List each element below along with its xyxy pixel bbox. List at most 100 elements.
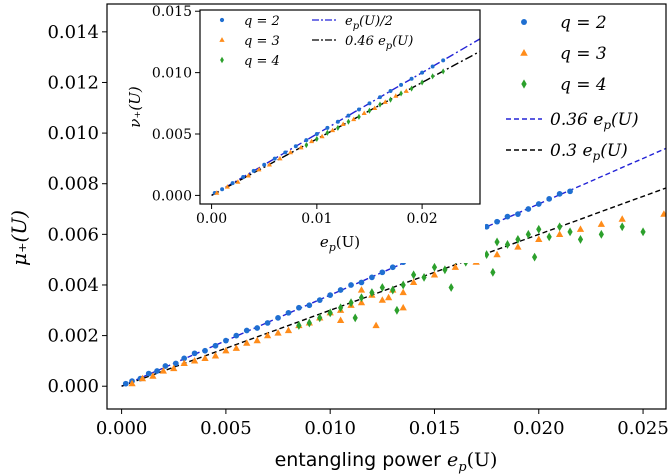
inset-point-q2 [230,181,235,186]
main-y-tick-label: 0.006 [47,224,99,245]
main-y-tick-label: 0.000 [47,376,99,397]
main-point-q2 [494,218,500,225]
main-point-q4 [525,229,531,239]
main-point-q4 [619,222,625,232]
main-point-q2 [515,211,521,217]
main-point-q2 [162,363,169,369]
main-x-tick-label: 0.020 [513,418,565,439]
main-point-q4 [504,240,511,249]
main-point-q4 [640,227,646,237]
main-fit-line-2 [121,187,666,387]
inset-plot: 0.00 0.01 0.02 0.000 0.005 0.010 0.015 ep(U) ν₊(… [120,4,485,263]
inset-point-q2 [335,119,340,124]
main-point-q4 [400,280,406,290]
inset-axes-frame [199,9,481,205]
inset-point-q3 [340,121,346,126]
inset-x-tick-label: 0.01 [301,211,332,227]
inset-y-tick-label: 0.015 [152,4,192,20]
inset-y-tick-label: 0.010 [152,66,192,82]
inset-point-q3 [319,133,325,139]
inset-x-axis-label: ep(U) [320,233,360,254]
inset-point-q3 [288,149,294,155]
main-point-q3 [514,243,522,250]
main-point-q4 [358,293,365,303]
main-point-q4 [598,229,604,239]
inset-point-q4 [304,142,309,149]
main-point-q4 [327,308,333,318]
main-point-q2 [145,370,152,377]
main-point-q2 [122,380,129,387]
main-x-tick-label: 0.000 [96,418,148,439]
inset-legend-fit-label-1: ep(U)/2 [345,14,393,32]
inset-point-q3 [403,88,409,93]
main-point-q2 [483,223,490,230]
inset-point-q4 [409,85,414,92]
inset-point-q2 [272,156,277,161]
inset-y-tick-label: 0.005 [152,127,192,143]
main-point-q3 [409,278,418,286]
main-point-q3 [597,220,605,227]
main-point-q2 [504,213,511,220]
main-point-q4 [557,222,563,232]
inset-fit-line-2 [211,50,480,197]
main-y-tick-label: 0.004 [47,275,99,296]
main-point-q2 [369,274,375,281]
main-point-q2 [327,292,334,298]
main-point-q3 [384,293,393,301]
main-point-q2 [337,287,344,293]
main-point-q3 [430,270,439,278]
main-point-q2 [181,355,188,362]
main-point-q4 [484,250,490,260]
main-legend-marker-q4 [521,79,527,89]
main-point-q3 [399,303,407,311]
inset-point-q2 [430,64,435,69]
main-point-q2 [212,342,219,349]
inset-point-q4 [378,101,382,108]
main-point-q3 [378,296,386,303]
inset-point-q3 [224,184,230,189]
inset-point-q2 [304,138,309,143]
main-point-q3 [451,263,459,270]
inset-x-tick-label: 0.00 [196,211,227,227]
inset-legend-marker-q2 [219,17,225,23]
main-point-q4 [546,232,552,242]
main-point-q2 [546,196,553,202]
inset-point-q2 [251,168,256,173]
inset-point-q4 [346,118,351,125]
inset-point-q3 [277,155,283,161]
main-point-q4 [448,283,454,292]
main-point-q4 [411,270,417,280]
main-point-q4 [348,298,354,308]
inset-point-q4 [336,124,340,131]
inset-legend-label-q4: q = 4 [244,54,280,69]
main-point-q3 [128,379,136,387]
inset-point-q3 [382,99,388,104]
inset-point-q2 [441,58,446,63]
main-x-axis-label: entangling power ep(U) [275,449,498,475]
main-legend-label-q3: q = 3 [560,44,607,64]
main-point-q3 [211,351,220,359]
inset-legend-fit-label-2: 0.46 ep(U) [345,34,413,52]
main-x-tick-label: 0.025 [617,418,669,439]
main-x-tick-label: 0.015 [409,418,461,439]
inset-legend-marker-q4 [220,56,224,64]
main-point-q2 [316,297,323,304]
inset-point-q3 [256,166,262,172]
main-point-q4 [494,237,500,247]
inset-point-q4 [441,68,445,75]
inset-point-q3 [372,105,378,111]
inset-point-q4 [315,135,319,142]
main-point-q2 [296,304,302,311]
inset-point-q4 [325,129,330,136]
main-y-tick-label: 0.010 [47,123,99,144]
inset-point-q4 [357,113,361,120]
main-point-q2 [567,188,573,195]
inset-point-q4 [388,96,393,103]
inset-point-q2 [409,76,414,81]
main-point-q4 [577,234,584,244]
main-point-q2 [348,282,354,288]
main-y-tick-label: 0.002 [47,326,99,347]
inset-point-q4 [367,107,372,114]
main-point-q4 [431,262,438,272]
